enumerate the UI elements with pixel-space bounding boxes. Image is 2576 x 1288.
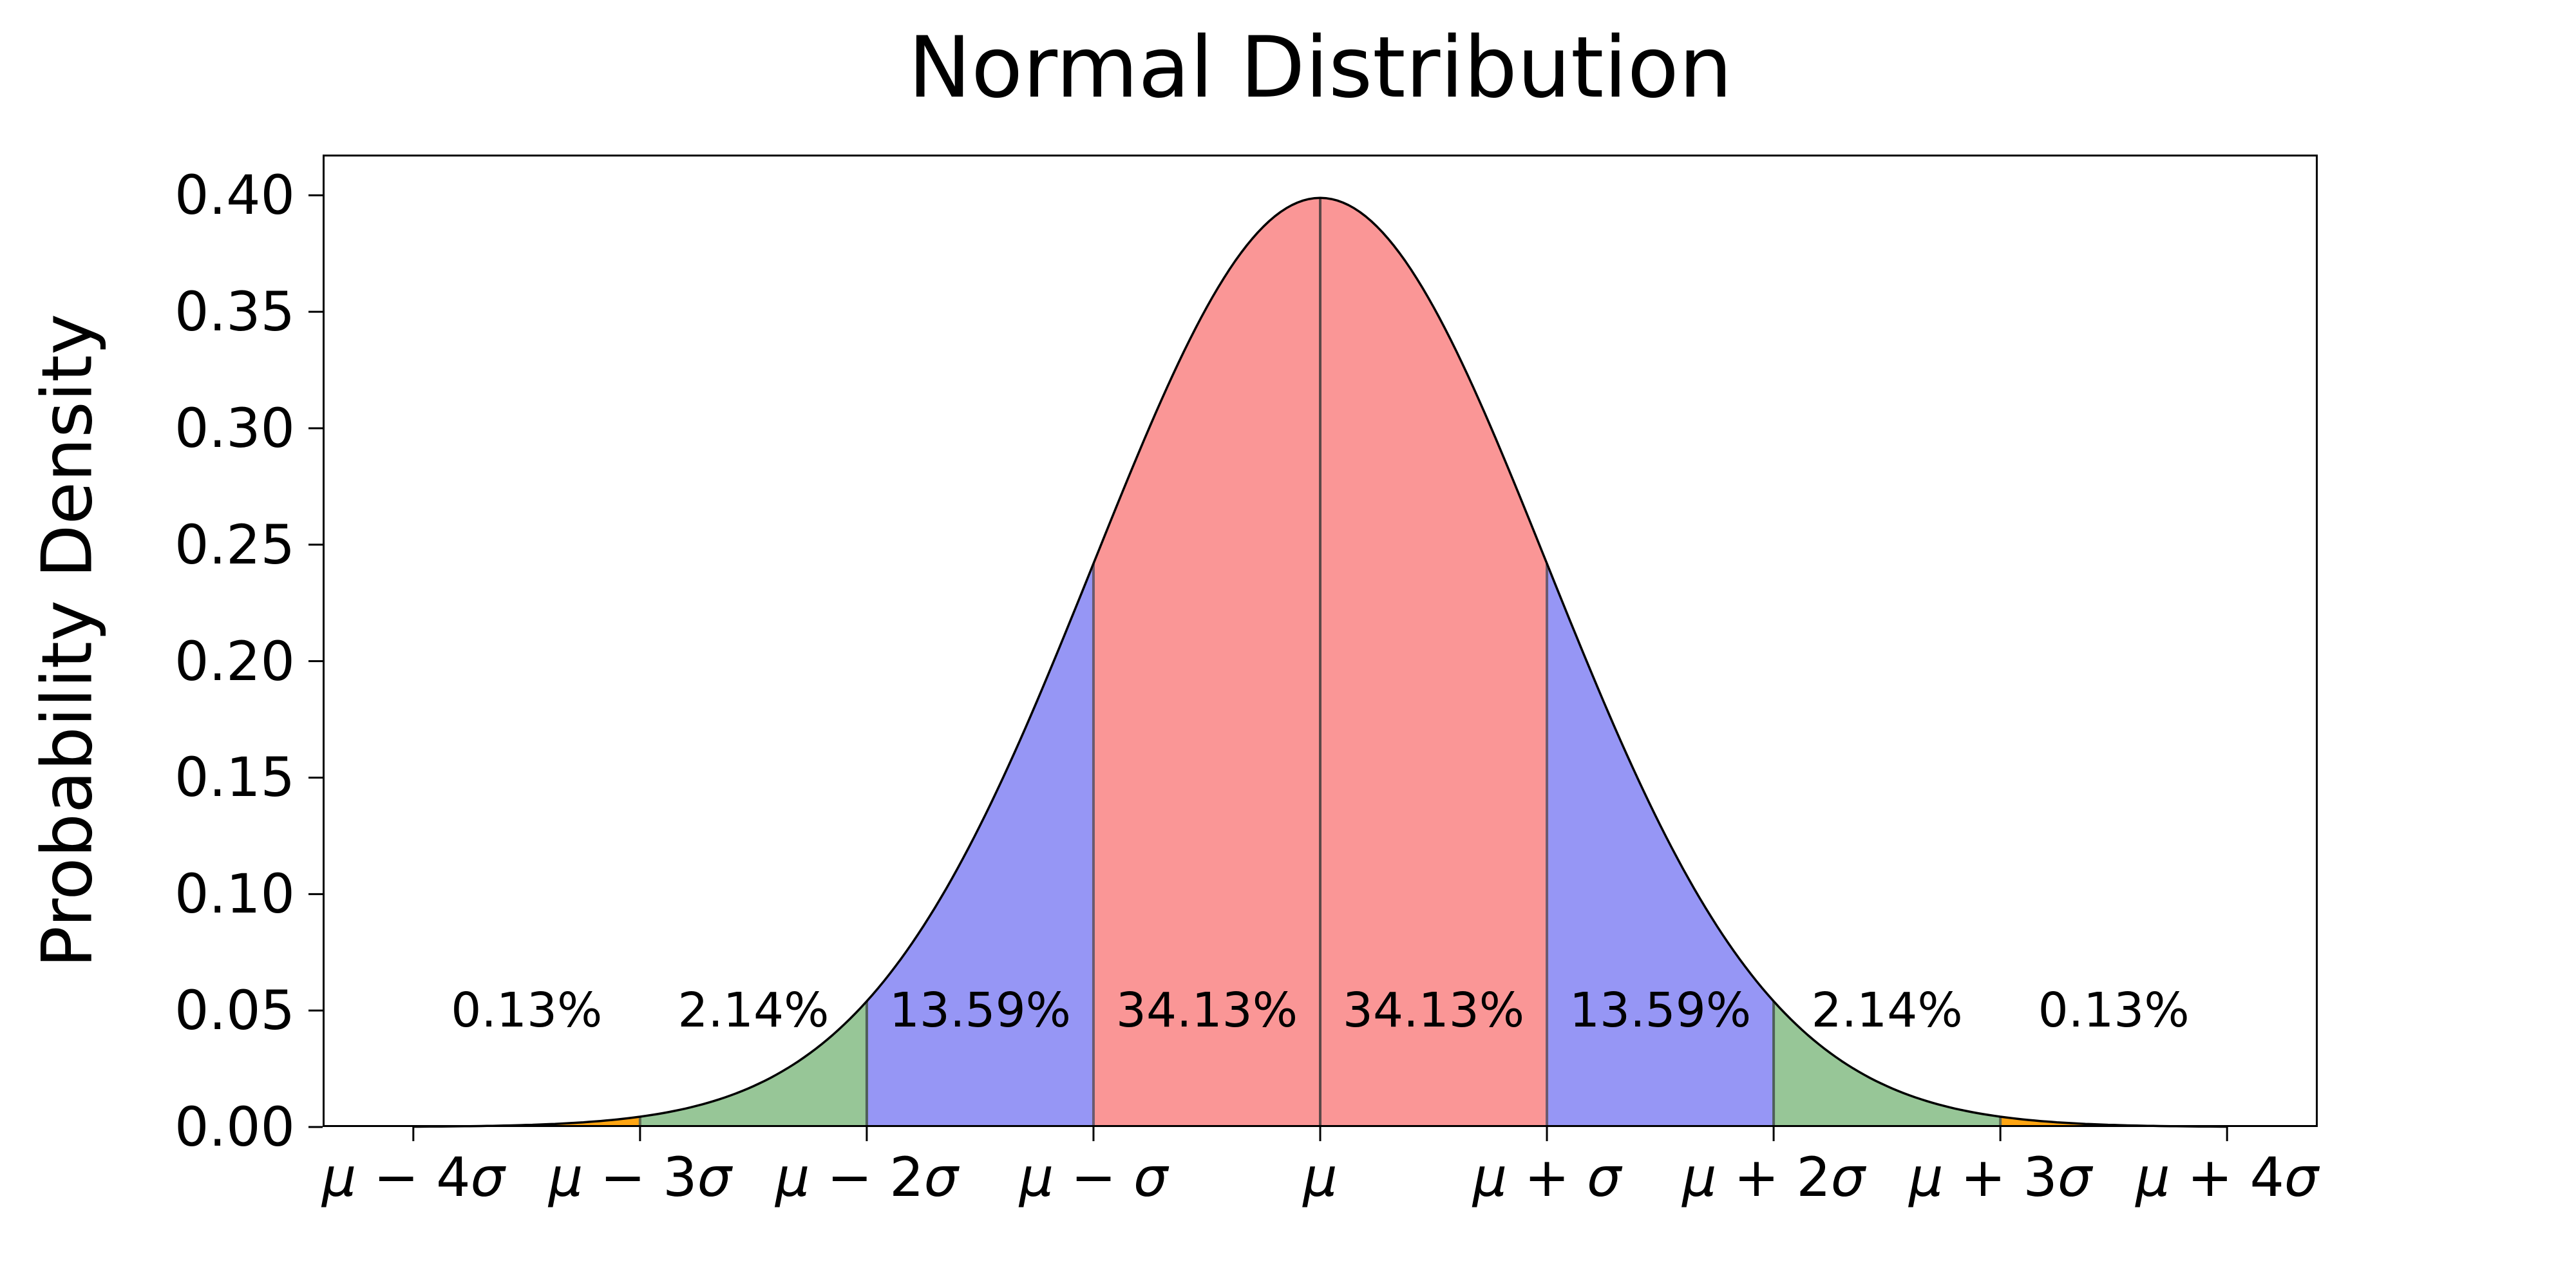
region-percent-label: 34.13% (1342, 983, 1525, 1039)
sigma-band-fill-7 (2000, 1117, 2228, 1127)
y-tick-label: 0.15 (174, 746, 295, 810)
y-tick-label: 0.10 (174, 862, 295, 926)
x-tick-label: μ − 2σ (775, 1146, 958, 1209)
x-tick-label: μ + 4σ (2136, 1146, 2319, 1209)
plot-area (308, 155, 2318, 1141)
normal-curve (413, 196, 2228, 1128)
x-tick-label: μ + 3σ (1909, 1146, 2092, 1209)
sigma-band-fill-3 (1094, 198, 1320, 1127)
normal-distribution-plot (308, 155, 2318, 1141)
sigma-band-fill-0 (413, 1117, 640, 1127)
region-percent-label: 13.59% (1569, 983, 1752, 1039)
region-percent-label: 2.14% (677, 983, 829, 1039)
x-tick-label: μ + σ (1472, 1146, 1622, 1209)
y-tick-label: 0.40 (174, 164, 295, 227)
region-percent-label: 0.13% (2038, 983, 2190, 1039)
x-tick-label: μ − σ (1019, 1146, 1168, 1209)
sigma-band-fill-4 (1320, 198, 1547, 1127)
sigma-band-fill-1 (639, 1001, 867, 1127)
y-tick-label: 0.20 (174, 629, 295, 693)
x-tick-label: μ − 4σ (321, 1146, 505, 1209)
y-tick-label: 0.25 (174, 513, 295, 576)
sigma-band-fill-6 (1774, 1001, 2001, 1127)
x-tick-label: μ − 3σ (548, 1146, 732, 1209)
x-tick-label: μ + 2σ (1682, 1146, 1866, 1209)
y-tick-label: 0.05 (174, 979, 295, 1043)
region-percent-label: 2.14% (1811, 983, 1963, 1039)
y-tick-label: 0.00 (174, 1095, 295, 1159)
plot-spines (323, 155, 2318, 1127)
region-percent-label: 13.59% (889, 983, 1072, 1039)
y-tick-label: 0.35 (174, 280, 295, 344)
region-percent-label: 0.13% (451, 983, 603, 1039)
region-percent-label: 34.13% (1115, 983, 1298, 1039)
x-tick-label: μ (1303, 1146, 1338, 1209)
y-tick-label: 0.30 (174, 396, 295, 460)
chart-title: Normal Distribution (908, 18, 1732, 117)
